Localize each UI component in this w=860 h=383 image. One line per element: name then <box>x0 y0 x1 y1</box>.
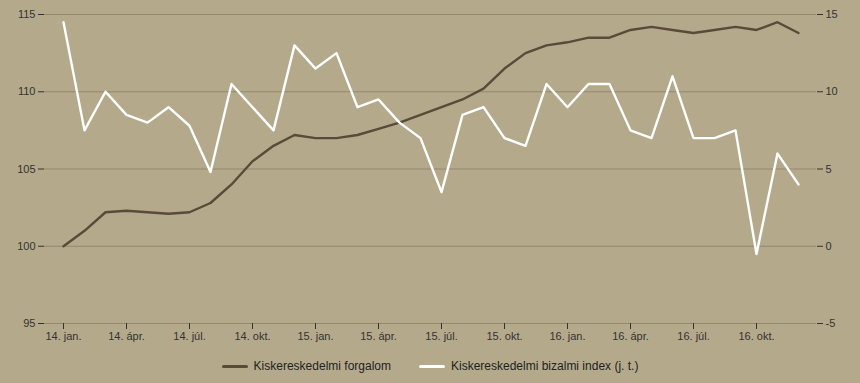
html-text:Kiskereskedelmi forgalom: Kiskereskedelmi forgalom <box>253 359 391 373</box>
svg-text:100: 100 <box>17 240 35 252</box>
svg-text:15. jan.: 15. jan. <box>297 330 333 342</box>
html-text:Kiskereskedelmi bizalmi index: Kiskereskedelmi bizalmi index (j. t.) <box>451 359 639 373</box>
svg-text:10: 10 <box>826 85 838 97</box>
svg-text:16. okt.: 16. okt. <box>738 330 774 342</box>
svg-text:16. jan.: 16. jan. <box>549 330 585 342</box>
svg-text:14. júl.: 14. júl. <box>173 330 205 342</box>
svg-text:15: 15 <box>826 8 838 20</box>
svg-text:14. okt.: 14. okt. <box>234 330 270 342</box>
svg-text:0: 0 <box>826 240 832 252</box>
svg-text:14. ápr.: 14. ápr. <box>108 330 145 342</box>
svg-text:15. júl.: 15. júl. <box>425 330 457 342</box>
svg-text:16. júl.: 16. júl. <box>677 330 709 342</box>
svg-text:115: 115 <box>18 8 36 20</box>
svg-text:110: 110 <box>18 85 36 97</box>
svg-text:105: 105 <box>17 163 35 175</box>
svg-text:14. jan.: 14. jan. <box>45 330 81 342</box>
svg-text:16. ápr.: 16. ápr. <box>612 330 649 342</box>
svg-text:-5: -5 <box>826 317 836 329</box>
svg-text:5: 5 <box>826 163 832 175</box>
svg-text:15. okt.: 15. okt. <box>486 330 522 342</box>
svg-text:15. ápr.: 15. ápr. <box>360 330 397 342</box>
svg-text:95: 95 <box>23 317 35 329</box>
